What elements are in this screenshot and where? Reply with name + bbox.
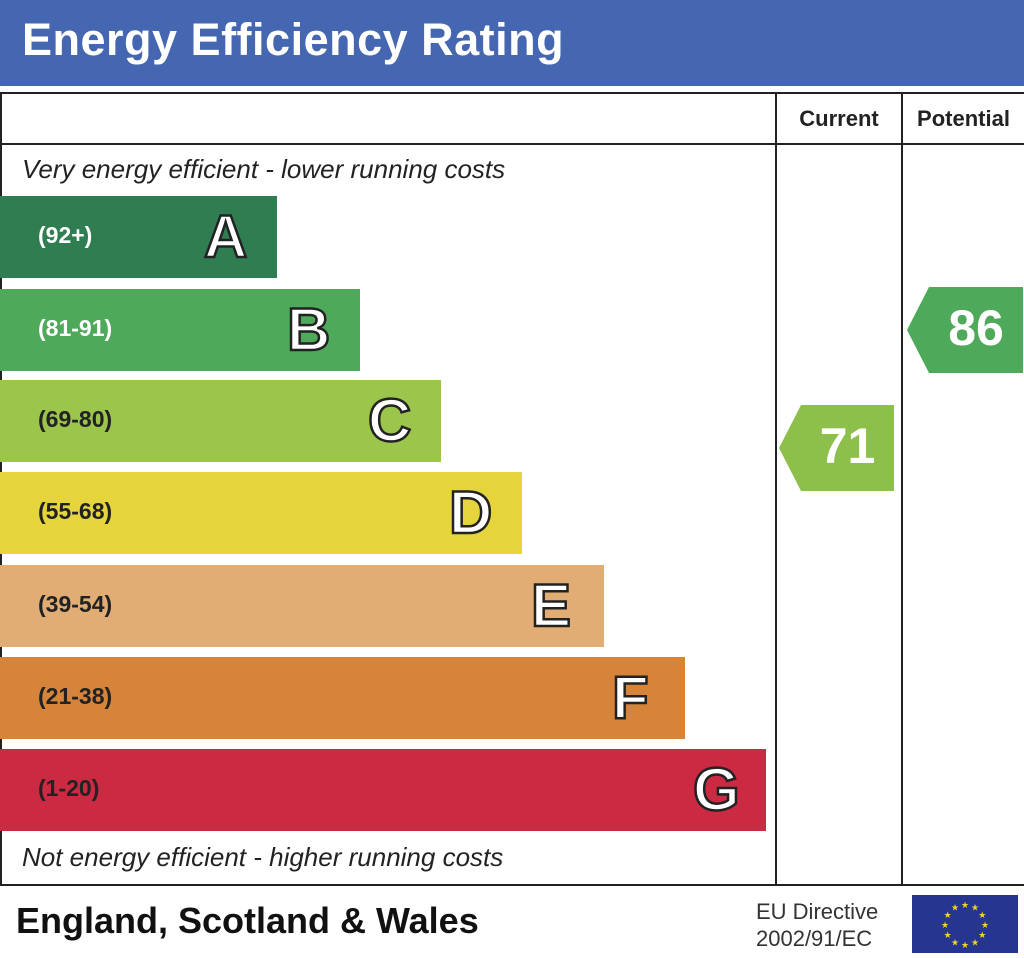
title-bar: Energy Efficiency Rating — [0, 0, 1024, 86]
current-rating-value: 71 — [819, 418, 876, 474]
band-letter: A — [203, 202, 249, 272]
svg-text:★: ★ — [981, 920, 989, 930]
band-bar-c: (69-80) C — [0, 380, 441, 462]
svg-text:★: ★ — [944, 910, 952, 920]
svg-text:★: ★ — [971, 937, 979, 947]
svg-text:★: ★ — [944, 930, 952, 940]
band-range: (1-20) — [38, 775, 100, 801]
band-range: (92+) — [38, 222, 93, 248]
column-divider — [775, 92, 777, 884]
region-label: England, Scotland & Wales — [16, 900, 479, 941]
band-range: (21-38) — [38, 683, 113, 709]
svg-text:★: ★ — [961, 940, 969, 950]
band-bar-e: (39-54) E — [0, 565, 604, 647]
eu-directive: EU Directive 2002/91/EC — [756, 898, 878, 952]
top-note: Very energy efficient - lower running co… — [22, 154, 506, 184]
svg-text:★: ★ — [941, 920, 949, 930]
page-title: Energy Efficiency Rating — [22, 14, 565, 65]
eu-directive-line2: 2002/91/EC — [756, 926, 873, 951]
current-rating-arrow: 71 — [779, 405, 894, 491]
header-divider — [0, 143, 1024, 145]
band-range: (69-80) — [38, 406, 113, 432]
band-range: (81-91) — [38, 315, 113, 341]
svg-text:★: ★ — [978, 930, 986, 940]
band-bar-b: (81-91) B — [0, 289, 360, 371]
band-letter: B — [286, 295, 332, 365]
svg-text:★: ★ — [961, 900, 969, 910]
band-bar-f: (21-38) F — [0, 657, 685, 739]
band-bar-d: (55-68) D — [0, 472, 522, 554]
band-bar-a: (92+) A — [0, 196, 277, 278]
svg-text:★: ★ — [971, 903, 979, 913]
svg-text:★: ★ — [951, 903, 959, 913]
column-divider — [901, 92, 903, 884]
potential-header: Potential — [917, 106, 1010, 131]
band-range: (55-68) — [38, 498, 113, 524]
band-letter: G — [692, 755, 741, 825]
band-letter: E — [530, 571, 573, 641]
bottom-note: Not energy efficient - higher running co… — [22, 842, 504, 872]
band-letter: F — [611, 663, 650, 733]
potential-rating-arrow: 86 — [907, 287, 1023, 373]
band-letter: D — [448, 478, 494, 548]
svg-text:★: ★ — [978, 910, 986, 920]
band-range: (39-54) — [38, 591, 113, 617]
band-letter: C — [367, 386, 413, 456]
current-header: Current — [799, 106, 879, 131]
svg-text:★: ★ — [951, 937, 959, 947]
band-bar-g: (1-20) G — [0, 749, 766, 831]
eu-flag-icon: ★ ★ ★ ★ ★ ★ ★ ★ ★ ★ ★ ★ — [912, 895, 1018, 953]
potential-rating-value: 86 — [948, 300, 1004, 356]
eu-directive-line1: EU Directive — [756, 899, 879, 924]
